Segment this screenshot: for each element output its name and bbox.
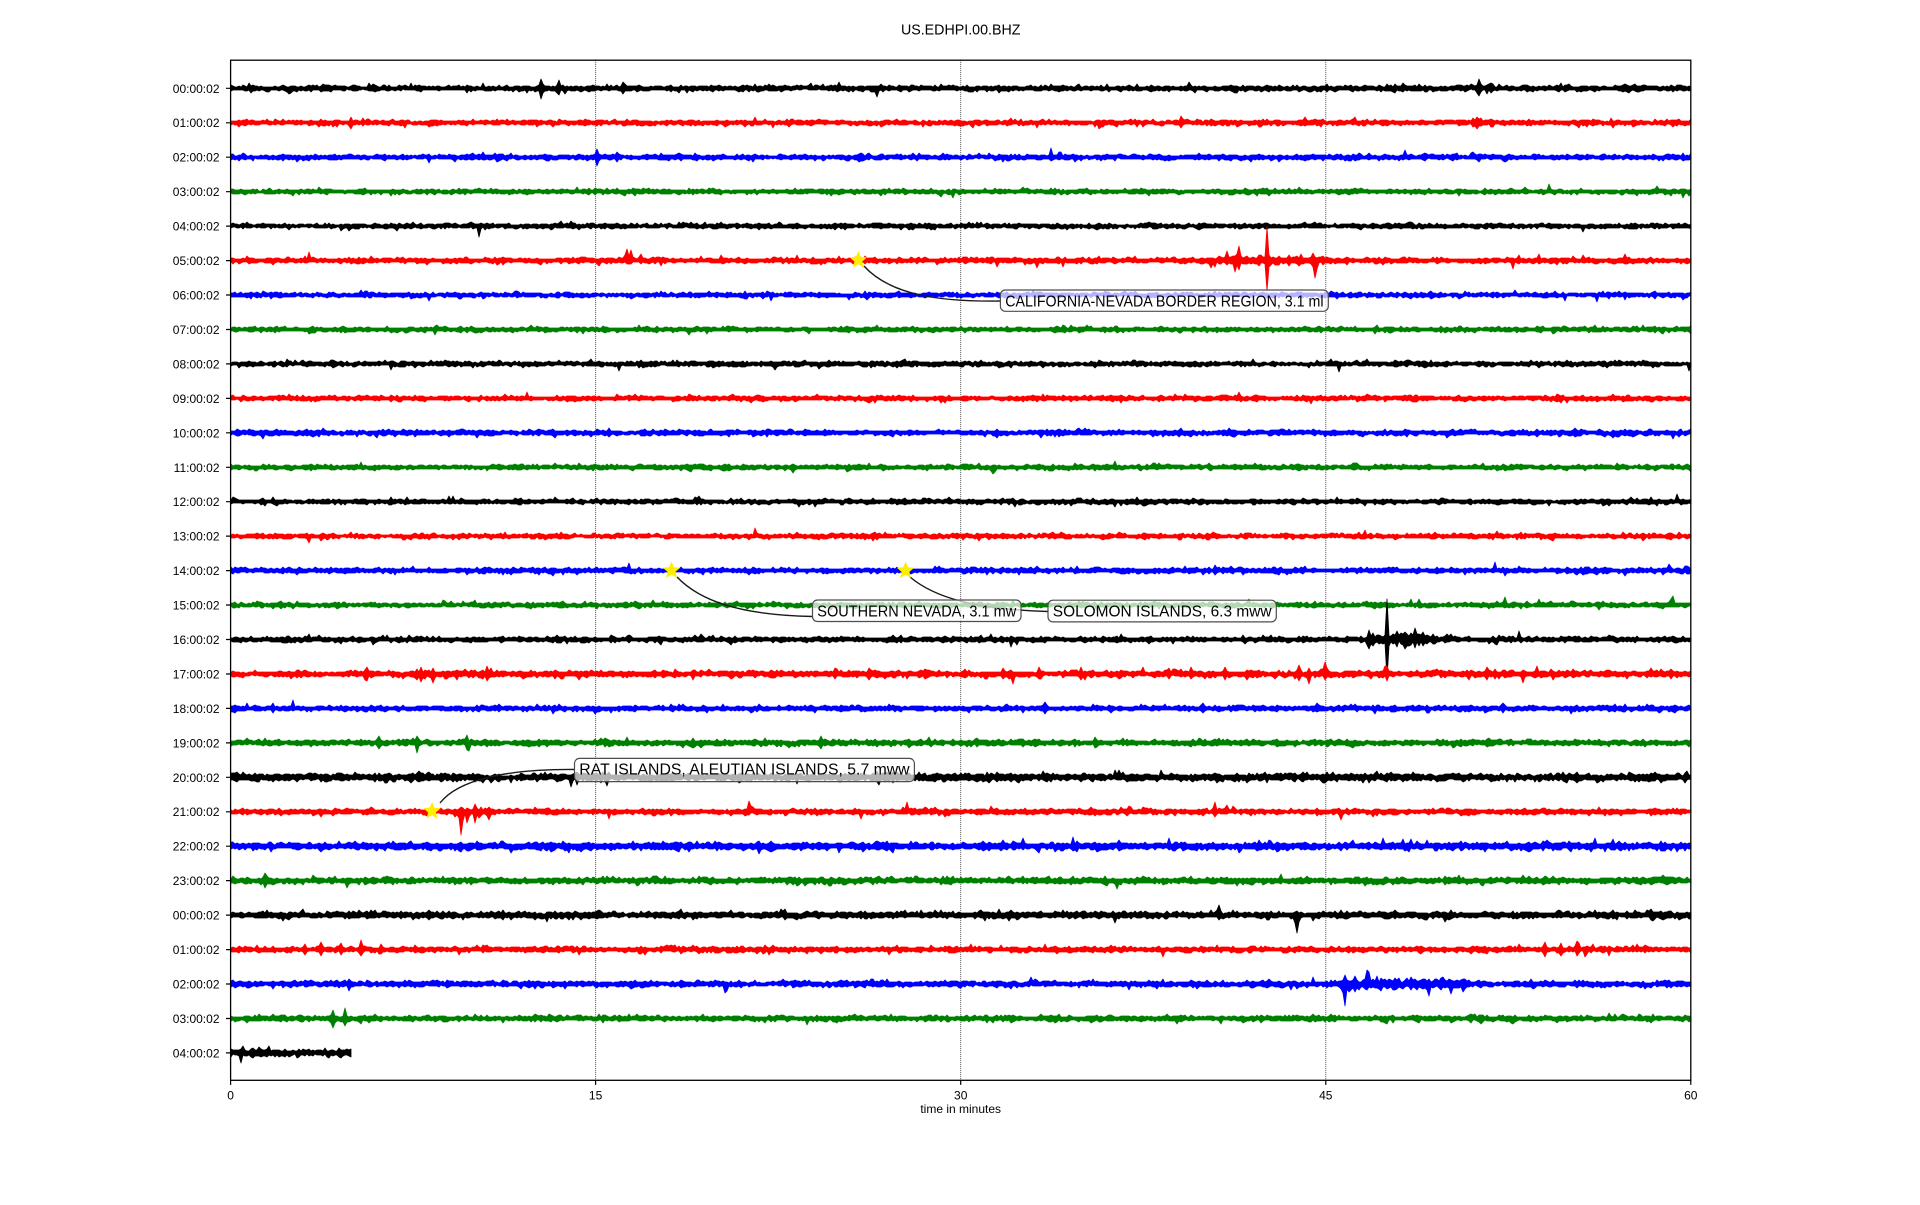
svg-text:15: 15 (589, 1088, 603, 1102)
svg-text:30: 30 (954, 1088, 968, 1102)
svg-text:16:00:02: 16:00:02 (173, 633, 220, 647)
svg-text:03:00:02: 03:00:02 (173, 185, 220, 199)
svg-text:14:00:02: 14:00:02 (173, 564, 220, 578)
svg-text:04:00:02: 04:00:02 (173, 1046, 220, 1060)
svg-text:00:00:02: 00:00:02 (173, 82, 220, 96)
svg-text:12:00:02: 12:00:02 (173, 495, 220, 509)
svg-text:45: 45 (1319, 1088, 1333, 1102)
svg-text:01:00:02: 01:00:02 (173, 116, 220, 130)
svg-text:US.EDHPI.00.BHZ: US.EDHPI.00.BHZ (901, 22, 1021, 39)
svg-text:0: 0 (227, 1088, 234, 1102)
svg-text:03:00:02: 03:00:02 (173, 1012, 220, 1026)
svg-text:01:00:02: 01:00:02 (173, 943, 220, 957)
svg-text:00:00:02: 00:00:02 (173, 909, 220, 923)
svg-text:08:00:02: 08:00:02 (173, 357, 220, 371)
svg-text:06:00:02: 06:00:02 (173, 289, 220, 303)
svg-text:RAT ISLANDS, ALEUTIAN ISLANDS,: RAT ISLANDS, ALEUTIAN ISLANDS, 5.7 mww (579, 762, 910, 779)
svg-text:19:00:02: 19:00:02 (173, 736, 220, 750)
svg-text:15:00:02: 15:00:02 (173, 599, 220, 613)
svg-text:10:00:02: 10:00:02 (173, 426, 220, 440)
svg-text:05:00:02: 05:00:02 (173, 254, 220, 268)
svg-text:22:00:02: 22:00:02 (173, 840, 220, 854)
svg-text:SOUTHERN NEVADA, 3.1 mw: SOUTHERN NEVADA, 3.1 mw (817, 603, 1017, 620)
svg-text:60: 60 (1684, 1088, 1698, 1102)
svg-text:02:00:02: 02:00:02 (173, 978, 220, 992)
svg-text:SOLOMON ISLANDS, 6.3 mww: SOLOMON ISLANDS, 6.3 mww (1053, 604, 1272, 621)
svg-text:09:00:02: 09:00:02 (173, 392, 220, 406)
svg-text:04:00:02: 04:00:02 (173, 220, 220, 234)
svg-text:23:00:02: 23:00:02 (173, 874, 220, 888)
svg-text:17:00:02: 17:00:02 (173, 668, 220, 682)
svg-text:18:00:02: 18:00:02 (173, 702, 220, 716)
svg-text:13:00:02: 13:00:02 (173, 530, 220, 544)
svg-text:02:00:02: 02:00:02 (173, 151, 220, 165)
svg-text:21:00:02: 21:00:02 (173, 805, 220, 819)
svg-text:07:00:02: 07:00:02 (173, 323, 220, 337)
svg-text:time in minutes: time in minutes (920, 1102, 1001, 1116)
svg-text:11:00:02: 11:00:02 (174, 461, 220, 475)
svg-text:CALIFORNIA-NEVADA BORDER REGIO: CALIFORNIA-NEVADA BORDER REGION, 3.1 ml (1005, 293, 1323, 310)
svg-text:20:00:02: 20:00:02 (173, 771, 220, 785)
